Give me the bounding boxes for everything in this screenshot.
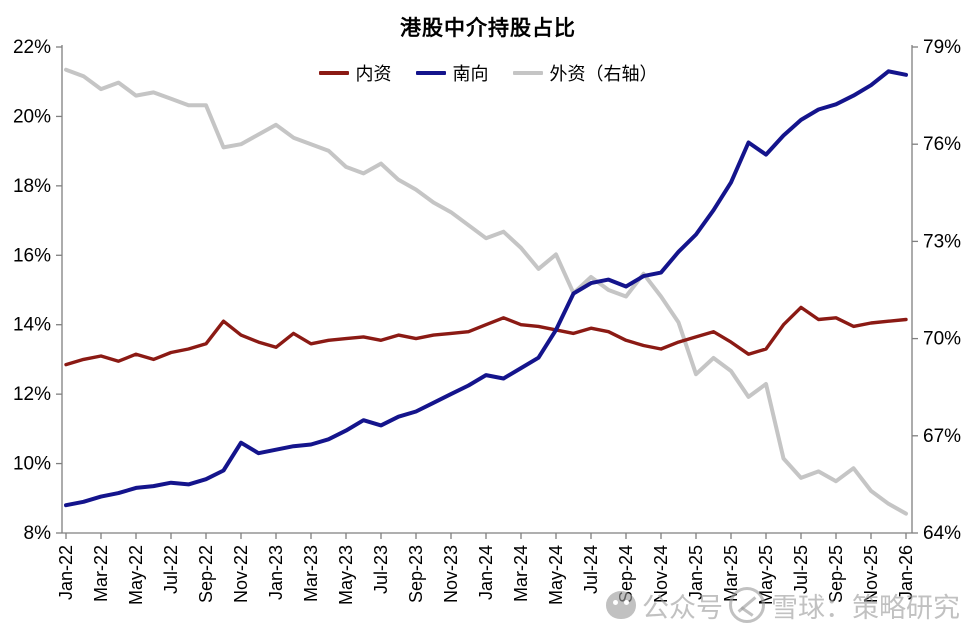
x-axis-tick-labels: Jan-22 Mar-22 May-22 Jul-22 Sep-22 Nov-22 Jan-… (56, 533, 916, 605)
x-axis-label: May-25 (756, 545, 776, 605)
x-axis-label: Jan-24 (476, 545, 496, 600)
x-axis-label: May-24 (546, 545, 566, 605)
x-axis-label: Jan-22 (56, 545, 76, 600)
x-axis-label: Sep-24 (616, 545, 636, 603)
legend-item-foreign: 外资（右轴） (512, 60, 658, 86)
x-axis-label: Mar-22 (91, 545, 111, 602)
legend-label-southbound: 南向 (452, 64, 489, 84)
x-axis-label: Nov-25 (861, 545, 881, 603)
x-axis-label: Jan-25 (686, 545, 706, 600)
legend-item-domestic: 内资 (318, 60, 392, 86)
x-axis-label: Nov-24 (651, 545, 671, 603)
x-axis-label: Jul-22 (161, 545, 181, 594)
x-axis-label: Mar-24 (511, 545, 531, 602)
left-axis-label: 8% (24, 523, 52, 544)
left-axis-label: 10% (13, 454, 51, 475)
x-axis-label: May-22 (126, 545, 146, 605)
left-axis-label: 22% (13, 37, 51, 58)
x-axis-label: Sep-22 (196, 545, 216, 603)
legend-item-southbound: 南向 (415, 60, 489, 86)
left-axis-label: 20% (13, 106, 51, 127)
right-axis-label: 79% (923, 37, 961, 58)
left-axis-label: 18% (13, 176, 51, 197)
x-axis-label: May-23 (336, 545, 356, 605)
legend: 内资 南向 外资（右轴） (0, 60, 976, 86)
series-foreign (64, 67, 908, 516)
right-axis-label: 76% (923, 134, 961, 155)
left-axis-label: 12% (13, 384, 51, 405)
x-axis-label: Mar-23 (301, 545, 321, 602)
x-axis-label: Nov-22 (231, 545, 251, 603)
x-axis-label: Nov-23 (441, 545, 461, 603)
right-axis-label: 67% (923, 426, 961, 447)
x-axis-label: Sep-25 (826, 545, 846, 603)
right-axis-label: 73% (923, 231, 961, 252)
x-axis-label: Jul-23 (371, 545, 391, 594)
legend-label-domestic: 内资 (355, 64, 392, 84)
x-axis-label: Jul-25 (791, 545, 811, 594)
right-axis-tick-labels: 79% 76% 73% 70% 67% 64% (912, 37, 961, 544)
series-southbound (64, 69, 908, 508)
x-axis-label: Mar-25 (721, 545, 741, 602)
foreign-line-swatch-icon (512, 71, 543, 75)
legend-label-foreign: 外资（右轴） (549, 64, 658, 84)
x-axis-label: Jan-26 (896, 545, 916, 600)
series-domestic (64, 305, 908, 367)
x-axis-label: Sep-23 (406, 545, 426, 603)
chart-title: 港股中介持股占比 (400, 17, 576, 40)
left-axis-label: 14% (13, 315, 51, 336)
x-axis-label: Jul-24 (581, 545, 601, 594)
right-axis-label: 70% (923, 329, 961, 350)
axes (61, 45, 913, 534)
domestic-line-swatch-icon (318, 71, 349, 75)
left-axis-tick-labels: 22% 20% 18% 16% 14% 12% 10% 8% (13, 37, 62, 544)
southbound-line-swatch-icon (415, 71, 446, 75)
right-axis-label: 64% (923, 523, 961, 544)
left-axis-label: 16% (13, 245, 51, 266)
x-axis-label: Jan-23 (266, 545, 286, 600)
